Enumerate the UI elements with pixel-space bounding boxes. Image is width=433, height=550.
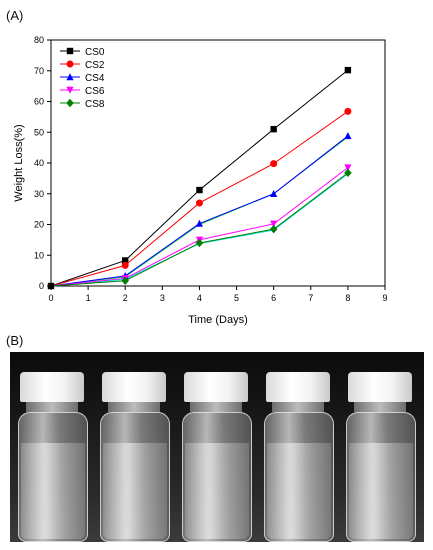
series-line-cs2 [50,110,349,287]
x-tick-label-2: 2 [123,293,128,303]
vial-4 [262,372,334,542]
vial-liquid [21,443,85,539]
point-cs8-1 [121,276,130,285]
vial-glass [182,412,252,542]
x-tick-label-1: 1 [86,293,91,303]
x-tick-label-8: 8 [345,293,350,303]
y-tick-label-1: 10 [34,250,44,260]
vial-cap [184,372,248,402]
point-cs2-4 [344,107,352,115]
legend-label-cs0: CS0 [85,47,105,58]
vial-liquid [267,443,331,539]
vial-neck [354,402,406,412]
y-tick-label-6: 60 [34,97,44,107]
y-tick-label-4: 40 [34,158,44,168]
point-cs0-4 [344,66,352,74]
vial-cap [266,372,330,402]
x-axis-label: Time (Days) [188,314,247,326]
point-cs2-2 [195,199,203,207]
vial-neck [272,402,324,412]
vial-glass [346,412,416,542]
vial-liquid [349,443,413,539]
panel-a-label: (A) [6,8,24,23]
point-cs8-2 [195,238,204,248]
vial-neck [26,402,78,412]
x-tick-label-5: 5 [234,293,239,303]
vial-1 [16,372,88,542]
vial-liquid [185,443,249,539]
vial-3 [180,372,252,542]
point-cs4-4 [344,132,352,140]
legend-label-cs4: CS4 [85,73,105,84]
x-tick-label-9: 9 [382,293,387,303]
legend-label-cs8: CS8 [85,99,105,110]
vial-liquid [103,443,167,539]
vial-neck [108,402,160,412]
legend-marker-cs6 [66,86,74,94]
legend-marker-cs2 [66,60,74,68]
vial-glass [264,412,334,542]
panel-b-label: (B) [6,333,24,348]
vial-glass [18,412,88,542]
legend-marker-cs8 [66,98,74,108]
weight-loss-chart: 0 1 2 3 4 5 6 7 8 9 0 10 20 30 40 50 60 70 80 Time (Days) We… [13,35,388,326]
x-tick-label-7: 7 [308,293,313,303]
y-tick-label-8: 80 [34,35,44,45]
point-cs2-3 [270,160,278,168]
vial-cap [102,372,166,402]
extra-line-1 [50,136,349,287]
bottles-photo [10,352,424,542]
point-cs2-1 [121,261,129,269]
point-cs8-3 [269,224,278,234]
y-tick-label-0: 0 [39,281,44,291]
y-tick-label-2: 20 [34,220,44,230]
x-tick-label-6: 6 [271,293,276,303]
legend-label-cs2: CS2 [85,60,105,71]
y-tick-label-7: 70 [34,66,44,76]
vial-neck [190,402,242,412]
legend-marker-cs4 [66,73,74,81]
point-cs0-2 [196,186,203,194]
vial-glass [100,412,170,542]
point-cs6-3 [270,220,278,228]
point-cs8-4 [344,168,352,178]
vial-2 [98,372,170,542]
x-tick-label-4: 4 [197,293,202,303]
vial-cap [348,372,412,402]
y-tick-label-3: 30 [34,189,44,199]
point-cs4-2 [195,219,204,227]
point-cs0-1 [122,257,129,264]
series-line-cs4 [50,135,349,287]
y-axis-label: Weight Loss(%) [13,124,25,201]
point-cs4-3 [270,189,278,197]
y-tick-label-5: 50 [34,127,44,137]
x-tick-label-0: 0 [48,293,53,303]
point-origin [47,282,55,290]
series-line-cs6 [50,167,349,287]
legend-label-cs6: CS6 [85,86,105,97]
point-cs0-3 [270,125,277,133]
point-cs6-4 [344,164,352,172]
vial-cap [20,372,84,402]
legend-marker-cs0 [66,47,74,55]
x-tick-label-3: 3 [160,293,165,303]
vial-5 [344,372,416,542]
